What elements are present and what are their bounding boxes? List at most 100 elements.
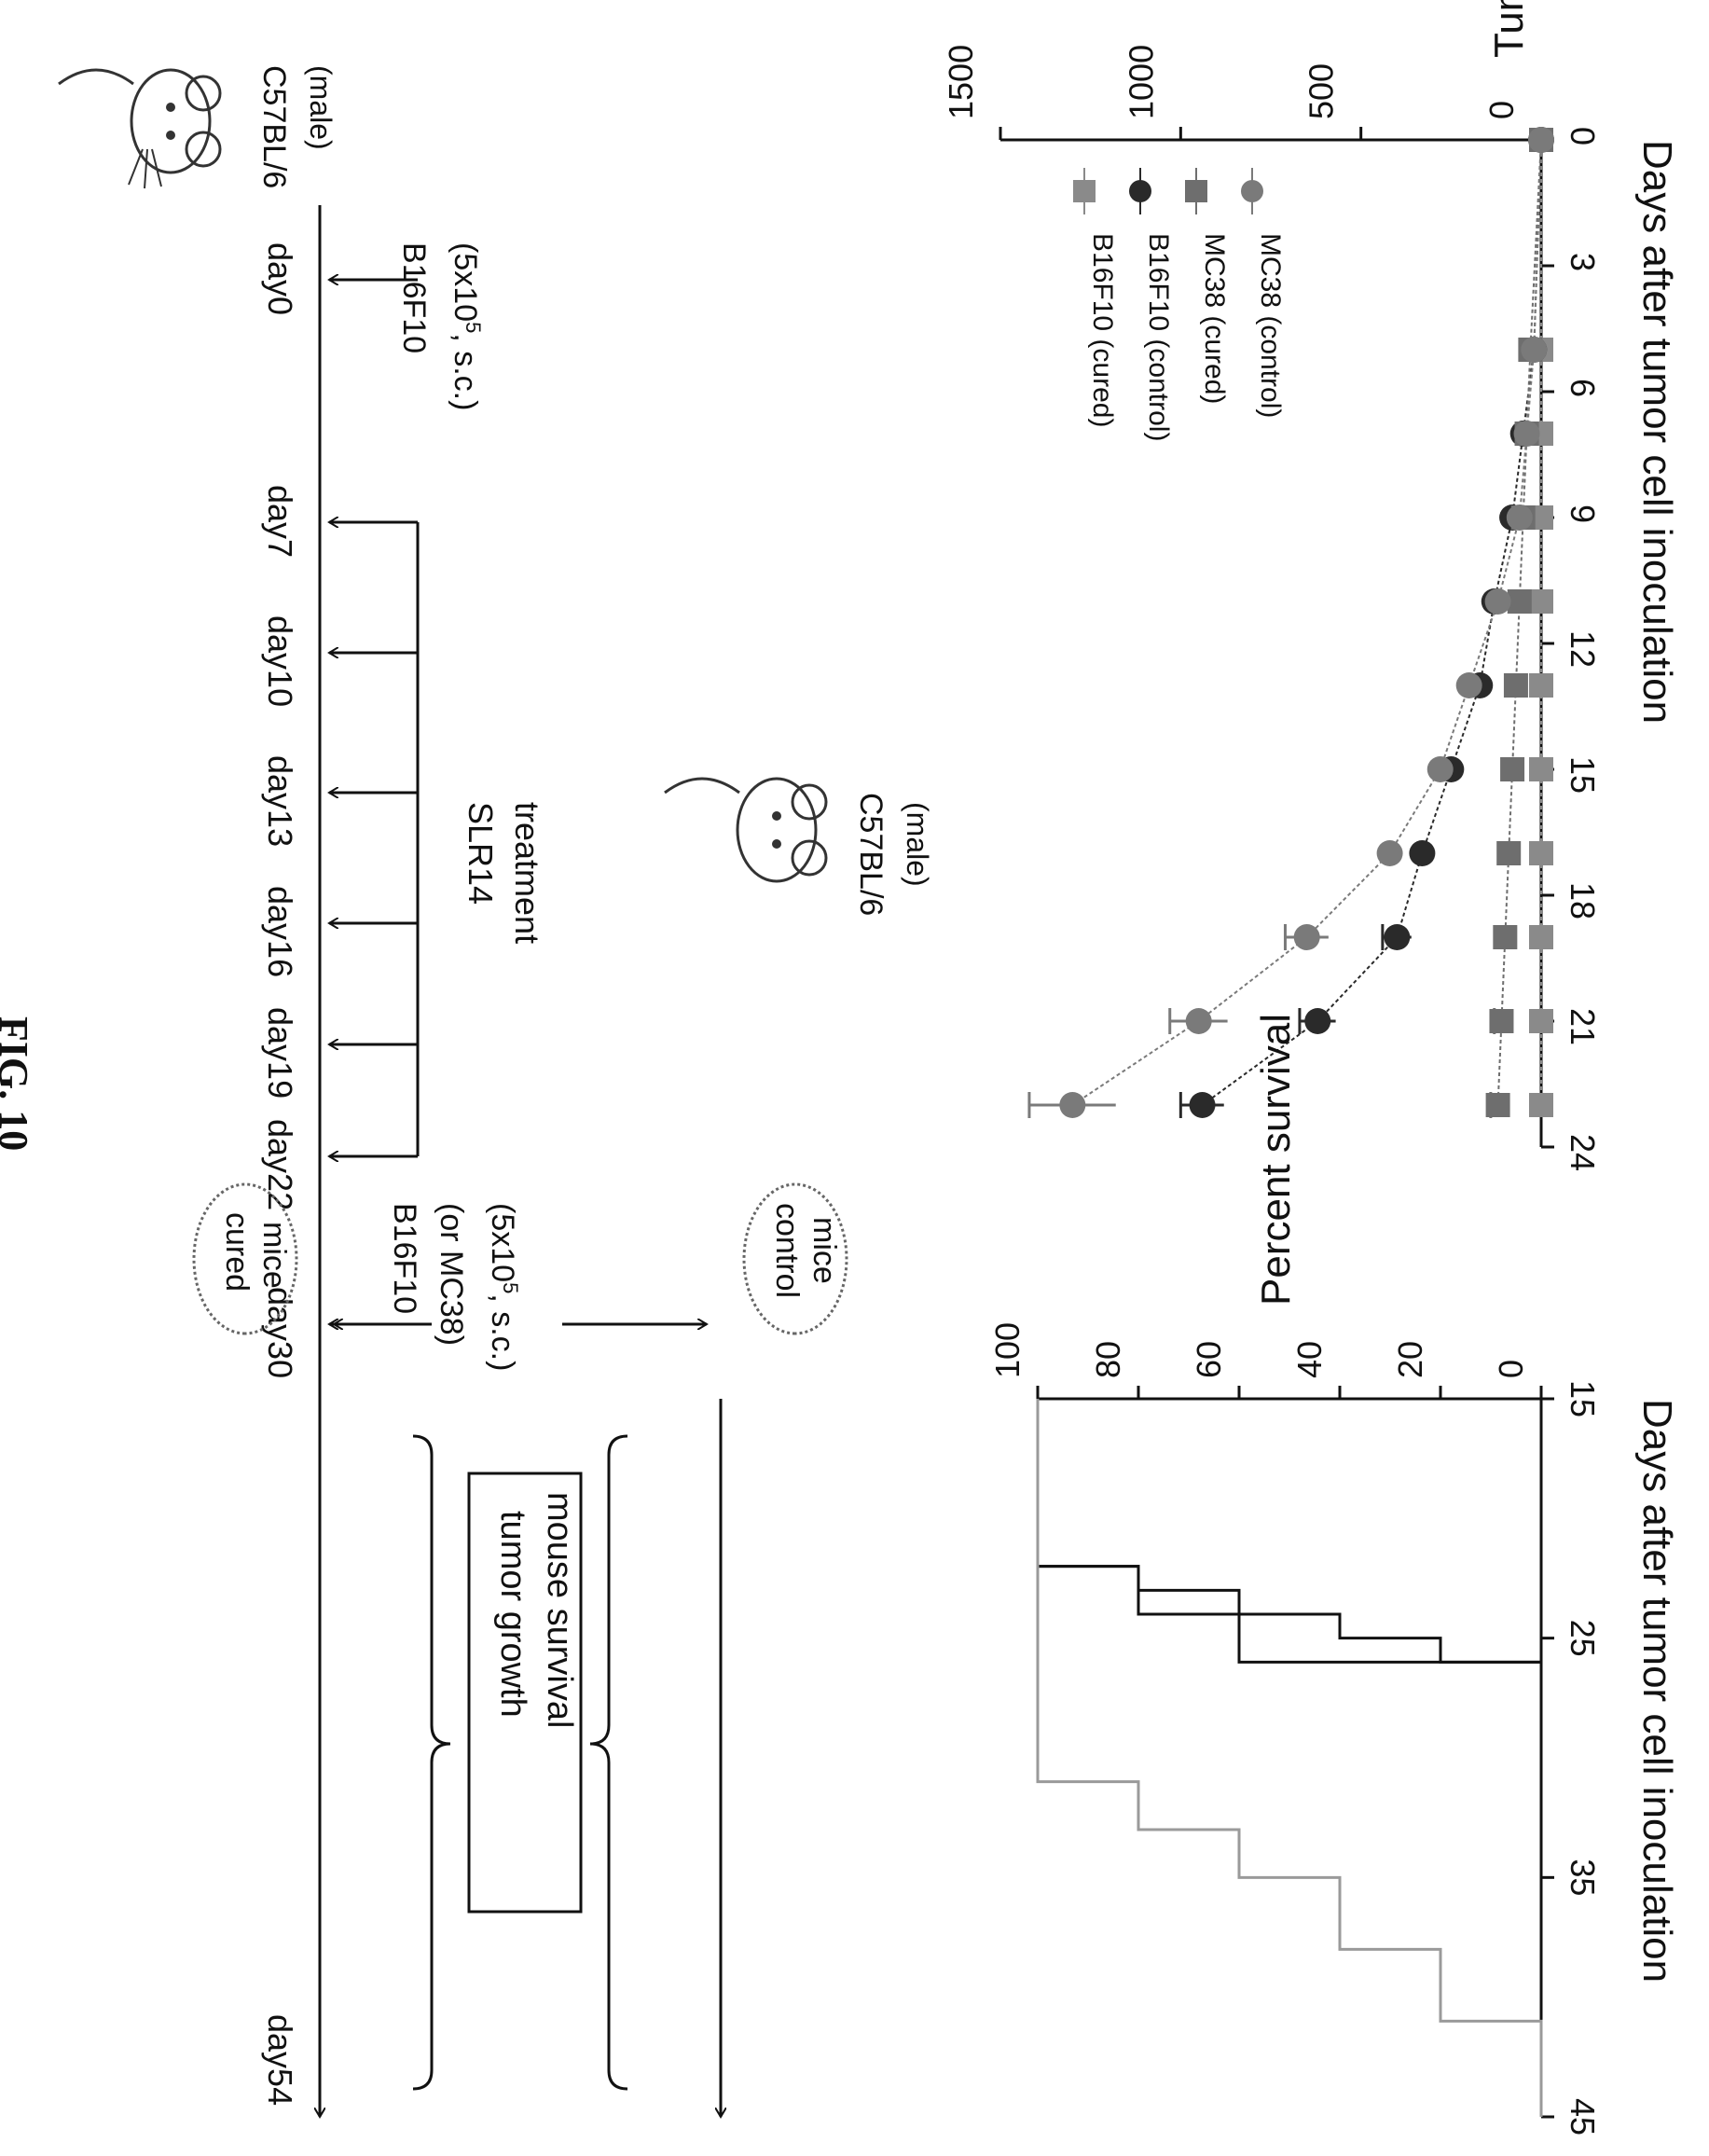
- data-point: [1384, 924, 1411, 950]
- cured-line1: cured: [219, 1212, 255, 1292]
- tumor-y-label: Tumor Volume (mm3): [1486, 0, 1532, 58]
- x-tick-label: 45: [1564, 2098, 1602, 2135]
- tumor-x-label: Days after tumor cell inoculation: [1634, 140, 1680, 724]
- tumor-y-label-main: Tumor Volume (mm: [1486, 0, 1532, 58]
- x-tick-label: 21: [1564, 1008, 1602, 1045]
- y-tick-label: 500: [1302, 63, 1341, 119]
- strain-label-bottom: C57BL/6: [853, 793, 889, 916]
- day-label: day10: [261, 615, 299, 707]
- rechallenge-line2: (or MC38): [434, 1203, 469, 1346]
- legend-label: B16F10 (control): [1143, 233, 1174, 441]
- outcome-line1: tumor growth: [493, 1511, 532, 1718]
- data-point: [1521, 337, 1548, 363]
- data-point: [1493, 925, 1518, 949]
- tumor-volume-chart: 0 3 6 9 12 15 18 21 24 0 500 1000 1500 B16F10 (cure…: [942, 0, 1680, 1171]
- day-label: day16: [261, 886, 299, 977]
- tumor-legend: B16F10 (cured) B16F10 (control) MC38 (cure…: [1073, 168, 1286, 441]
- inoculation-dose: (5x105, s.c.): [448, 242, 485, 410]
- day-label: day13: [261, 755, 299, 847]
- day-arrows: [329, 280, 418, 1324]
- y-tick-label: 0: [1482, 101, 1521, 119]
- day-labels: day0 day7 day10 day13 day16 day19 day22 day30 da…: [261, 242, 299, 2106]
- x-tick-label: 24: [1564, 1134, 1602, 1171]
- data-point: [1376, 840, 1403, 866]
- day-label: day7: [261, 485, 299, 558]
- survival-step-line: [1036, 1399, 1543, 2117]
- series-line: [1071, 139, 1542, 1106]
- data-point: [1059, 1092, 1086, 1118]
- outcome-box: [467, 1472, 583, 1914]
- data-point: [1484, 588, 1511, 615]
- x-tick-label: 35: [1564, 1859, 1602, 1896]
- tumor-series: [1027, 127, 1554, 1118]
- timeline-diagram: C57BL/6 (male) day0day7day10day13day16da…: [58, 65, 934, 2117]
- legend-marker: [1073, 180, 1096, 202]
- data-point: [1496, 841, 1522, 865]
- survival-series: [1036, 1399, 1543, 2117]
- legend-marker: [1129, 180, 1151, 202]
- survival-x-ticks: 15 25 35 45: [1541, 1380, 1602, 2135]
- legend-label: B16F10 (cured): [1087, 233, 1118, 427]
- outcome-brace-bottom: [589, 1434, 628, 2091]
- x-tick-label: 25: [1564, 1620, 1602, 1657]
- x-tick-label: 9: [1564, 504, 1602, 523]
- data-point: [1529, 757, 1553, 781]
- y-tick-label: 0: [1492, 1360, 1530, 1378]
- control-mice-badge: control mice: [742, 1182, 848, 1335]
- inoculation-line2: (5x10: [448, 242, 483, 322]
- tumor-y-ticks: 0 500 1000 1500: [942, 45, 1543, 140]
- cured-line2: mice: [256, 1222, 292, 1289]
- y-tick-label: 60: [1190, 1341, 1228, 1378]
- data-point: [1528, 127, 1554, 153]
- control-line1: control: [769, 1203, 805, 1298]
- rechallenge-line3: (5x10: [485, 1203, 520, 1282]
- y-tick-label: 40: [1290, 1341, 1329, 1378]
- inoculation-label: B16F10: [396, 242, 432, 353]
- data-point: [1455, 672, 1482, 698]
- outcome-line2: mouse survival: [540, 1492, 579, 1728]
- rechallenge-dose: (5x105, s.c.): [485, 1203, 522, 1371]
- day-label: day22: [261, 1119, 299, 1210]
- rechallenge-sup: 5: [499, 1282, 522, 1293]
- legend-marker: [1241, 180, 1263, 202]
- data-point: [1529, 589, 1553, 614]
- x-tick-label: 6: [1564, 379, 1602, 397]
- sex-label-top: (male): [304, 65, 338, 150]
- survival-y-label: Percent survival: [1253, 1014, 1299, 1306]
- y-tick-label: 20: [1391, 1341, 1429, 1378]
- legend-label: MC38 (cured): [1199, 233, 1230, 404]
- data-point: [1529, 925, 1553, 949]
- treatment-line2: treatment: [508, 802, 546, 944]
- series-line: [1201, 139, 1542, 1106]
- data-point: [1293, 924, 1320, 950]
- legend-marker: [1185, 180, 1207, 202]
- data-point: [1189, 1092, 1216, 1118]
- x-tick-label: 18: [1564, 882, 1602, 919]
- day-label: day54: [261, 2014, 299, 2106]
- outcome-brace-top: [412, 1434, 451, 2091]
- data-point: [1409, 840, 1436, 866]
- inoculation-sup: 5: [462, 322, 485, 333]
- control-line2: mice: [806, 1217, 842, 1284]
- data-point: [1304, 1008, 1331, 1034]
- data-point: [1500, 757, 1525, 781]
- data-point: [1513, 421, 1540, 447]
- data-point: [1485, 1093, 1510, 1117]
- day-label: day30: [261, 1287, 299, 1378]
- legend-label: MC38 (control): [1255, 233, 1286, 418]
- data-point: [1489, 1009, 1514, 1033]
- y-tick-label: 100: [988, 1322, 1027, 1378]
- y-tick-label: 1000: [1122, 45, 1160, 119]
- rechallenge-tail: , s.c.): [485, 1293, 520, 1371]
- y-tick-label: 1500: [942, 45, 980, 119]
- day-label: day19: [261, 1007, 299, 1099]
- rechallenge-line1: B16F10: [387, 1203, 422, 1314]
- survival-y-ticks: 0 20 40 60 80 100: [988, 1322, 1543, 1399]
- survival-x-label: Days after tumor cell inoculation: [1634, 1399, 1680, 1983]
- inoculation-tail: , s.c.): [448, 333, 483, 410]
- treatment-line1: SLR14: [462, 802, 500, 905]
- day-label: day0: [261, 242, 299, 315]
- data-point: [1503, 673, 1528, 698]
